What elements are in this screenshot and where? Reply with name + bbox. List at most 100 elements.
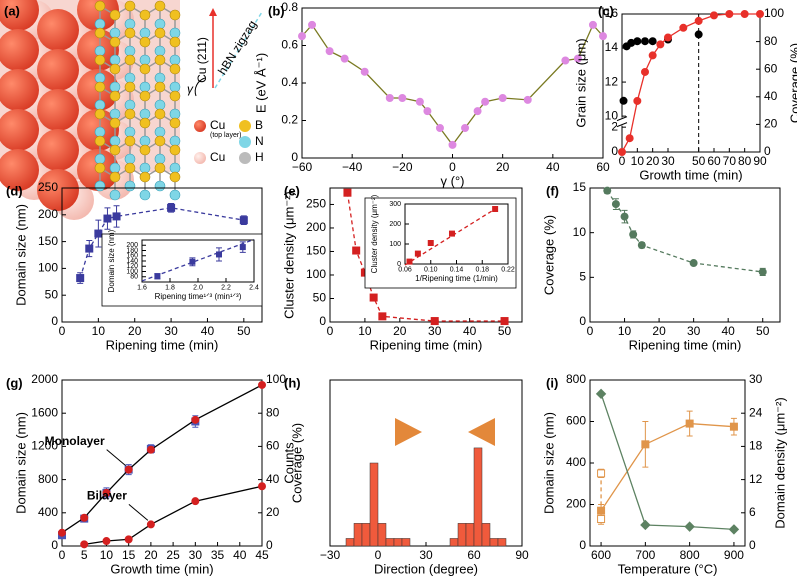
y2-tick-label: 80	[764, 34, 778, 48]
y-tick-label: 100	[389, 241, 401, 248]
data-point	[216, 251, 222, 258]
triangle-icon	[468, 418, 495, 446]
panel-label: (g)	[6, 375, 23, 390]
y-tick-label: 14	[605, 40, 619, 54]
x-tick-label: 35	[211, 548, 225, 562]
data-point	[80, 540, 89, 549]
series-line	[301, 23, 604, 146]
data-point	[239, 216, 248, 225]
y2-tick-label: 100	[266, 372, 286, 386]
x-tick-label: 30	[687, 324, 701, 338]
x-tick-label: 20	[652, 324, 666, 338]
y-tick-label: 200	[38, 207, 58, 221]
b-atom	[109, 63, 121, 75]
n-atom	[169, 189, 181, 201]
b-atom	[94, 0, 106, 12]
x-axis-label: Ripening time (min)	[629, 337, 742, 352]
y-tick-label: 400	[38, 505, 58, 519]
cu-atom	[0, 69, 39, 111]
legend-swatch	[239, 120, 251, 132]
n-atom	[139, 54, 151, 66]
n-atom	[169, 162, 181, 174]
x-tick-label: 20	[496, 160, 510, 174]
b-atom	[109, 90, 121, 102]
data-point	[378, 312, 387, 321]
axis-break-mark	[616, 122, 628, 128]
n-atom	[154, 72, 166, 84]
plot-frame	[589, 379, 746, 547]
y-tick-label: 250	[38, 180, 58, 194]
y-tick-label: 0	[51, 538, 58, 552]
panel-label: (b)	[268, 3, 285, 18]
n-atom	[154, 153, 166, 165]
cu-direction: Cu (211)	[195, 37, 209, 83]
n-atom	[94, 180, 106, 192]
b-atom	[154, 0, 166, 12]
y-tick-label: 160	[126, 253, 138, 260]
x-tick-label: 45	[255, 548, 269, 562]
y-tick-label: 180	[126, 247, 138, 254]
x-tick-label: 60	[707, 154, 721, 168]
b-atom	[154, 81, 166, 93]
data-point	[340, 54, 349, 63]
y2-tick-label: 80	[266, 405, 280, 419]
data-point	[740, 10, 749, 18]
n-atom	[154, 99, 166, 111]
y-tick-label: 0	[319, 314, 326, 328]
x-tick-label: 15	[122, 548, 136, 562]
series-label: Monolayer	[45, 434, 105, 448]
x-tick-label: 0	[375, 548, 382, 562]
series-line	[61, 384, 263, 534]
n-atom	[169, 54, 181, 66]
b-atom	[124, 162, 136, 174]
plot-frame	[301, 7, 604, 159]
legend-label: B	[255, 118, 263, 132]
b-atom	[154, 135, 166, 147]
data-point	[146, 520, 155, 529]
legend-swatch	[239, 136, 251, 148]
b-atom	[169, 36, 181, 48]
x-tick-label: 10	[618, 324, 632, 338]
x-tick-label: 40	[546, 160, 560, 174]
data-point	[406, 258, 413, 265]
n-atom	[139, 135, 151, 147]
y-tick-label: 0.8	[281, 0, 298, 14]
y2-tick-label: 40	[764, 89, 778, 103]
n-atom	[169, 135, 181, 147]
x-tick-label: 2.4	[249, 284, 259, 291]
n-atom	[109, 135, 121, 147]
annotation-arrow	[128, 504, 149, 521]
data-point	[58, 528, 66, 537]
plot-frame	[621, 13, 761, 153]
n-atom	[124, 153, 136, 165]
histogram-bar	[401, 538, 411, 547]
data-point	[641, 440, 650, 449]
x-tick-label: 0	[59, 324, 66, 338]
y2-tick-label: 60	[266, 439, 280, 453]
data-point	[112, 212, 121, 221]
data-point	[710, 11, 718, 20]
series-label: Bilayer	[87, 489, 127, 503]
n-atom	[139, 162, 151, 174]
data-point	[430, 317, 439, 326]
y2-tick-label: 20	[764, 117, 778, 131]
b-atom	[124, 0, 136, 12]
b-atom	[169, 117, 181, 129]
b-atom	[154, 108, 166, 120]
angle-label: γ	[187, 82, 194, 96]
cu-atom	[37, 129, 79, 171]
n-atom	[94, 18, 106, 30]
y-axis-label: Cluster density (μm⁻²)	[281, 191, 296, 319]
data-point	[640, 519, 651, 531]
data-point	[258, 482, 266, 491]
x-tick-label: 10	[631, 154, 645, 168]
y-tick-label: 100	[38, 261, 58, 275]
y-tick-label: 1600	[31, 405, 58, 419]
b-atom	[94, 54, 106, 66]
y2-axis-label: Coverage (%)	[787, 43, 797, 123]
b-atom	[169, 63, 181, 75]
data-point	[629, 230, 638, 239]
x-tick-label: 30	[164, 324, 178, 338]
legend-swatch	[194, 152, 206, 164]
y-tick-label: 140	[126, 258, 138, 265]
